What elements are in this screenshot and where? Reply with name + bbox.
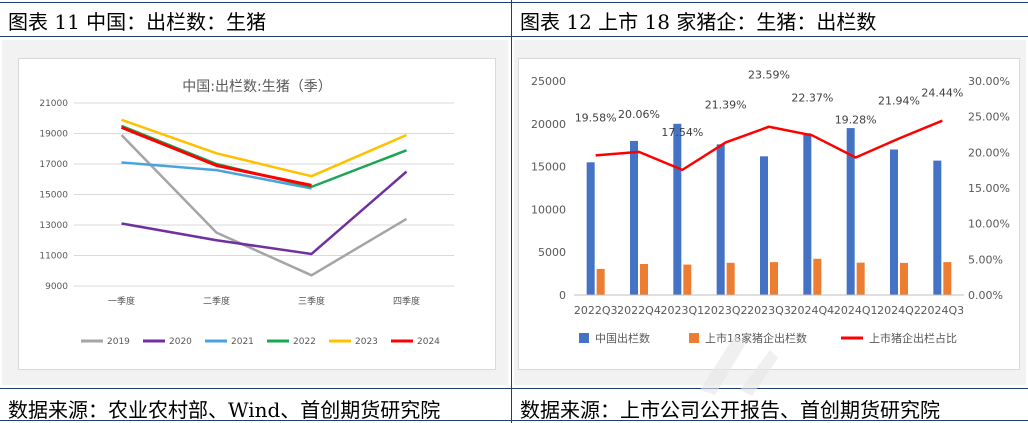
right-x-tick-label: 2023Q1 bbox=[661, 304, 705, 317]
right-x-tick-label: 2023Q2 bbox=[704, 304, 748, 317]
right-legend-label-ratio: 上市猪企出栏占比 bbox=[869, 331, 957, 345]
right-bar-china bbox=[933, 160, 942, 295]
left-x-tick-label: 三季度 bbox=[298, 295, 325, 307]
right-y2-tick-label: 0.00% bbox=[968, 289, 1003, 302]
right-figure-title: 图表 12 上市 18 家猪企：生猪：出栏数 bbox=[520, 10, 877, 34]
left-y-tick-label: 11000 bbox=[39, 252, 68, 262]
right-bar-china bbox=[673, 123, 682, 295]
right-data-label: 19.28% bbox=[835, 113, 877, 126]
right-x-tick-label: 2022Q4 bbox=[617, 304, 661, 317]
left-series-line-2019 bbox=[120, 134, 408, 277]
left-chart-panel: 中国:出栏数:生猪（季） 9000 11000 13000 15000 17000 1900… bbox=[18, 58, 496, 370]
right-y-tick-label: 0 bbox=[559, 289, 566, 302]
right-ratio-line bbox=[595, 119, 943, 172]
right-bar-listed bbox=[596, 268, 605, 295]
bottom-border bbox=[0, 420, 1028, 421]
right-bar-listed bbox=[770, 262, 778, 295]
right-data-label: 17.54% bbox=[661, 126, 703, 139]
left-y-tick-label: 13000 bbox=[39, 221, 68, 231]
center-divider bbox=[511, 0, 512, 423]
right-legend-swatch-listed bbox=[689, 333, 699, 343]
right-bar-china bbox=[890, 149, 898, 295]
left-series-line-2023 bbox=[121, 118, 407, 178]
right-y-tick-label: 20000 bbox=[531, 118, 566, 131]
watermark-graphic bbox=[700, 335, 778, 396]
right-bar-listed bbox=[813, 258, 822, 295]
left-y-tick-label: 17000 bbox=[39, 160, 68, 170]
right-data-label: 19.58% bbox=[575, 111, 617, 124]
right-x-tick-label: 2023Q3 bbox=[747, 304, 791, 317]
right-y2-tick-label: 25.00% bbox=[968, 111, 1010, 124]
left-legend-label: 2024 bbox=[417, 337, 440, 347]
right-x-tick-label: 2024Q1 bbox=[834, 304, 878, 317]
right-bar-listed bbox=[726, 262, 735, 295]
right-data-label: 21.94% bbox=[878, 94, 920, 107]
source-divider bbox=[0, 388, 1028, 389]
left-legend-label: 2020 bbox=[169, 337, 192, 347]
right-bar-listed bbox=[943, 262, 952, 295]
left-y-tick-label: 15000 bbox=[39, 191, 68, 201]
right-data-label: 21.39% bbox=[705, 98, 747, 111]
right-y-tick-label: 5000 bbox=[538, 246, 566, 259]
right-data-label: 24.44% bbox=[921, 87, 963, 100]
right-combo-chart: 0 5000 10000 15000 20000 25000 0.00% 5.00% 10.00… bbox=[531, 69, 1010, 345]
right-x-tick-label: 2024Q4 bbox=[791, 304, 835, 317]
left-x-tick-label: 一季度 bbox=[108, 295, 135, 307]
left-legend-label: 2023 bbox=[355, 337, 378, 347]
right-y2-tick-label: 20.00% bbox=[968, 146, 1010, 159]
right-y2-tick-label: 15.00% bbox=[968, 182, 1010, 195]
left-chart-title: 中国:出栏数:生猪（季） bbox=[182, 79, 331, 95]
right-y2-tick-label: 5.00% bbox=[968, 253, 1003, 266]
right-bar-listed bbox=[683, 264, 692, 295]
right-y-tick-label: 15000 bbox=[531, 161, 566, 174]
right-bar-china bbox=[630, 140, 638, 295]
right-bar-china bbox=[803, 133, 812, 295]
right-legend-swatch-china bbox=[579, 333, 589, 343]
left-x-tick-label: 二季度 bbox=[203, 295, 230, 307]
title-divider bbox=[0, 36, 1028, 37]
right-bar-china bbox=[716, 144, 725, 295]
right-data-label: 23.59% bbox=[748, 69, 790, 82]
left-legend-label: 2021 bbox=[231, 337, 254, 347]
right-bar-listed bbox=[640, 264, 648, 295]
left-figure-source: 数据来源：农业农村部、Wind、首创期货研究院 bbox=[8, 398, 441, 422]
right-y-tick-label: 10000 bbox=[531, 203, 566, 216]
left-line-chart: 中国:出栏数:生猪（季） 9000 11000 13000 15000 17000 1900… bbox=[39, 79, 454, 347]
left-legend-label: 2019 bbox=[107, 337, 130, 347]
left-y-tick-label: 19000 bbox=[39, 130, 68, 140]
right-y2-tick-label: 30.00% bbox=[968, 75, 1010, 88]
left-x-tick-label: 四季度 bbox=[393, 295, 420, 307]
right-bar-china bbox=[760, 156, 768, 295]
right-bar-china bbox=[846, 128, 855, 295]
right-y2-tick-label: 10.00% bbox=[968, 218, 1010, 231]
top-border bbox=[0, 2, 1028, 3]
right-y-tick-label: 25000 bbox=[531, 75, 566, 88]
left-figure-title: 图表 11 中国：出栏数：生猪 bbox=[8, 10, 267, 34]
right-x-tick-label: 2024Q3 bbox=[921, 304, 965, 317]
right-bar-listed bbox=[900, 262, 908, 295]
right-data-label: 20.06% bbox=[618, 108, 660, 121]
right-x-tick-label: 2024Q2 bbox=[877, 304, 921, 317]
left-y-tick-label: 9000 bbox=[45, 282, 68, 292]
right-x-tick-label: 2022Q3 bbox=[574, 304, 618, 317]
right-bar-china bbox=[586, 162, 595, 295]
right-legend-label-china: 中国出栏数 bbox=[595, 331, 650, 345]
left-legend-label: 2022 bbox=[293, 337, 316, 347]
right-data-label: 22.37% bbox=[791, 91, 833, 104]
right-legend-label-listed: 上市18家猪企出栏数 bbox=[705, 331, 807, 345]
right-figure-source: 数据来源：上市公司公开报告、首创期货研究院 bbox=[520, 398, 940, 422]
left-y-tick-label: 21000 bbox=[39, 99, 68, 109]
left-series-line-2024 bbox=[120, 126, 312, 187]
left-series-line-2020 bbox=[121, 170, 408, 256]
right-chart-panel: 0 5000 10000 15000 20000 25000 0.00% 5.00% 10.00… bbox=[518, 58, 1020, 370]
right-bar-listed bbox=[856, 262, 865, 295]
left-series-line-2021 bbox=[121, 161, 312, 190]
